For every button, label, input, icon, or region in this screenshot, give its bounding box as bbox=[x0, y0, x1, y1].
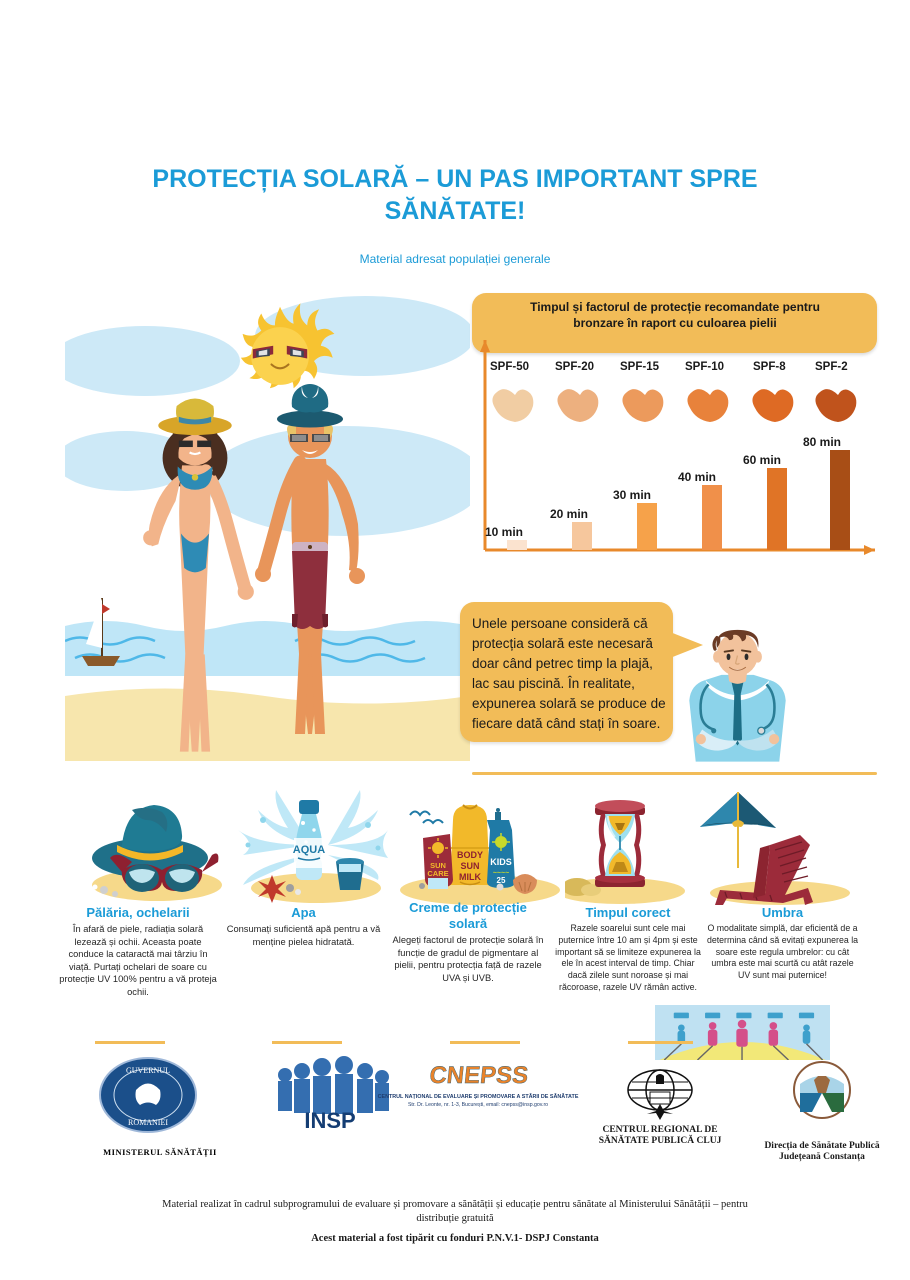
svg-text:SPF-2: SPF-2 bbox=[815, 361, 848, 373]
svg-text:SĂNĂTATE PUBLICĂ CLUJ: SĂNĂTATE PUBLICĂ CLUJ bbox=[599, 1134, 722, 1146]
svg-text:MILK: MILK bbox=[459, 872, 481, 882]
svg-text:CENTRUL REGIONAL DE: CENTRUL REGIONAL DE bbox=[602, 1125, 717, 1135]
svg-text:20 min: 20 min bbox=[550, 507, 588, 521]
svg-text:Direcția de Sănătate Publică: Direcția de Sănătate Publică bbox=[764, 1141, 879, 1151]
svg-text:30 min: 30 min bbox=[613, 488, 651, 502]
svg-text:SPF-8: SPF-8 bbox=[753, 361, 786, 373]
svg-text:10 min: 10 min bbox=[485, 525, 523, 539]
svg-text:CENTRUL NAȚIONAL DE EVALUARE: CENTRUL NAȚIONAL DE EVALUARE ȘI PROMOVAR… bbox=[378, 1093, 579, 1100]
svg-text:AQUA: AQUA bbox=[293, 844, 325, 856]
svg-text:Județeană Constanța: Județeană Constanța bbox=[779, 1152, 865, 1162]
svg-text:Str. Dr. Leonte, nr. 1-3, Bucu: Str. Dr. Leonte, nr. 1-3, București, ema… bbox=[408, 1102, 548, 1108]
svg-text:CNEPSS: CNEPSS bbox=[428, 1062, 529, 1089]
svg-text:60 min: 60 min bbox=[743, 453, 781, 467]
svg-text:SPF-15: SPF-15 bbox=[620, 361, 660, 373]
svg-text:INSP: INSP bbox=[304, 1108, 355, 1133]
svg-text:CARE: CARE bbox=[427, 869, 448, 878]
svg-text:40 min: 40 min bbox=[678, 470, 716, 484]
svg-text:25: 25 bbox=[497, 876, 506, 885]
svg-text:ROMANIEI: ROMANIEI bbox=[128, 1118, 168, 1127]
svg-text:KIDS: KIDS bbox=[490, 857, 512, 867]
svg-text:SPF-50: SPF-50 bbox=[490, 361, 529, 373]
svg-text:BODY: BODY bbox=[457, 850, 483, 860]
svg-text:SPF-20: SPF-20 bbox=[555, 361, 594, 373]
svg-text:SPF-10: SPF-10 bbox=[685, 361, 724, 373]
svg-text:GUVERNUL: GUVERNUL bbox=[126, 1066, 170, 1075]
svg-text:SUN: SUN bbox=[460, 861, 479, 871]
svg-text:80 min: 80 min bbox=[803, 435, 841, 449]
